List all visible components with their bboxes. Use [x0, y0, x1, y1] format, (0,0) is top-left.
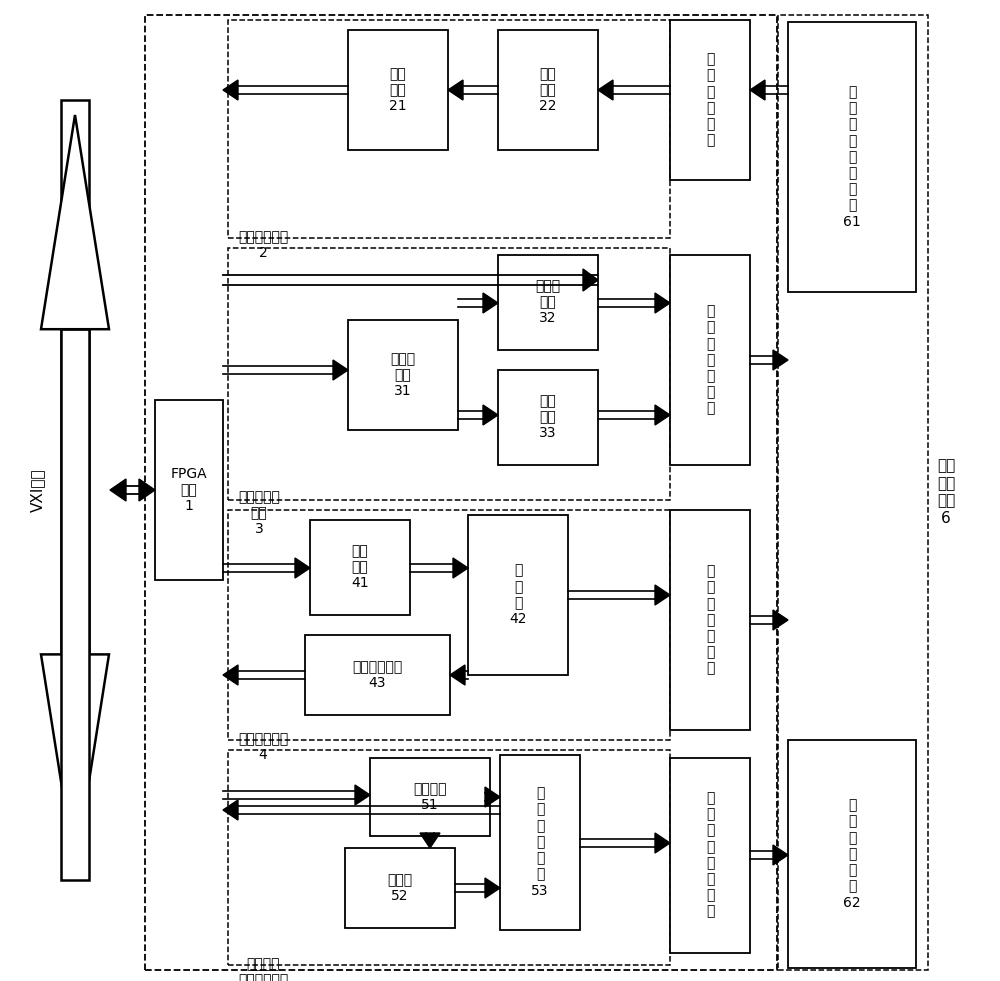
Polygon shape — [655, 833, 670, 853]
Polygon shape — [448, 80, 463, 100]
Polygon shape — [750, 80, 765, 100]
Polygon shape — [420, 833, 440, 848]
Bar — [61, 100, 89, 654]
Polygon shape — [773, 610, 788, 630]
Text: 限流
电阱
22: 限流 电阱 22 — [539, 67, 557, 113]
Bar — [498, 255, 598, 350]
Bar — [500, 755, 580, 930]
Polygon shape — [583, 269, 598, 291]
Polygon shape — [655, 405, 670, 425]
Text: 信
号
控
制
接
口
62: 信 号 控 制 接 口 62 — [843, 799, 861, 909]
Text: 无
源
短
接
检
测
通
道: 无 源 短 接 检 测 通 道 — [706, 792, 714, 918]
Text: 继
电
器
42: 继 电 器 42 — [509, 564, 527, 626]
Bar — [228, 510, 670, 740]
Polygon shape — [773, 350, 788, 370]
Text: 状
态
回
读
电
路
53: 状 态 回 读 电 路 53 — [531, 787, 549, 898]
Bar — [155, 400, 223, 580]
Bar — [788, 22, 916, 292]
Text: 限流
电阱
33: 限流 电阱 33 — [539, 393, 557, 440]
Bar — [228, 20, 670, 238]
Text: 光耦
芯片
21: 光耦 芯片 21 — [389, 67, 407, 113]
Polygon shape — [483, 293, 498, 313]
Bar — [778, 15, 928, 970]
Bar — [670, 255, 750, 465]
Bar — [145, 15, 777, 970]
Text: 达林顿
阵列
31: 达林顿 阵列 31 — [390, 352, 416, 398]
Bar — [310, 520, 410, 615]
Text: 驱动芯片
51: 驱动芯片 51 — [413, 782, 447, 812]
Polygon shape — [333, 360, 348, 380]
Polygon shape — [41, 654, 109, 870]
Polygon shape — [223, 800, 238, 820]
Polygon shape — [450, 665, 465, 685]
Polygon shape — [655, 585, 670, 605]
Text: 信
号
器
控
制
通
道: 信 号 器 控 制 通 道 — [706, 564, 714, 676]
Polygon shape — [773, 845, 788, 865]
Bar — [348, 30, 448, 150]
Text: 无源短接
信号检测单元
5: 无源短接 信号检测单元 5 — [238, 957, 288, 981]
Polygon shape — [598, 80, 613, 100]
Bar — [228, 248, 670, 500]
Text: FPGA
单元
1: FPGA 单元 1 — [171, 467, 207, 513]
Polygon shape — [295, 558, 310, 578]
Bar — [348, 320, 458, 430]
Text: 继电器
52: 继电器 52 — [387, 873, 413, 904]
Polygon shape — [453, 558, 468, 578]
Bar — [498, 370, 598, 465]
Polygon shape — [483, 405, 498, 425]
Bar — [345, 848, 455, 928]
Text: 数
字
输
入
通
道: 数 字 输 入 通 道 — [706, 53, 714, 147]
Polygon shape — [41, 115, 109, 330]
Text: 驱动
芯片
41: 驱动 芯片 41 — [351, 543, 369, 591]
Polygon shape — [485, 787, 500, 807]
Polygon shape — [223, 665, 238, 685]
Text: 对外
接口
单元
6: 对外 接口 单元 6 — [937, 458, 955, 526]
Bar — [498, 30, 598, 150]
Bar — [370, 758, 490, 836]
Bar — [670, 20, 750, 180]
Bar — [670, 510, 750, 730]
Text: 程控电
阱器
32: 程控电 阱器 32 — [535, 279, 561, 325]
Text: 信
号
量
输
出
通
道: 信 号 量 输 出 通 道 — [706, 304, 714, 416]
Bar — [788, 740, 916, 968]
Bar — [61, 330, 89, 880]
Text: 外
部
电
源
输
入
接
口
61: 外 部 电 源 输 入 接 口 61 — [843, 85, 861, 229]
Bar — [468, 515, 568, 675]
Text: 数字输入单元
2: 数字输入单元 2 — [238, 230, 288, 260]
Text: VXI总线: VXI总线 — [30, 468, 46, 512]
Text: 状态回读电路
43: 状态回读电路 43 — [352, 660, 402, 690]
Text: 信号控制单元
4: 信号控制单元 4 — [238, 732, 288, 762]
Text: 信号量输出
单元
3: 信号量输出 单元 3 — [238, 490, 280, 537]
Bar — [228, 750, 670, 965]
Polygon shape — [223, 80, 238, 100]
Polygon shape — [355, 785, 370, 805]
Bar — [305, 635, 450, 715]
Bar — [670, 758, 750, 953]
Polygon shape — [139, 479, 155, 501]
Polygon shape — [485, 878, 500, 898]
Polygon shape — [110, 479, 126, 501]
Polygon shape — [655, 293, 670, 313]
